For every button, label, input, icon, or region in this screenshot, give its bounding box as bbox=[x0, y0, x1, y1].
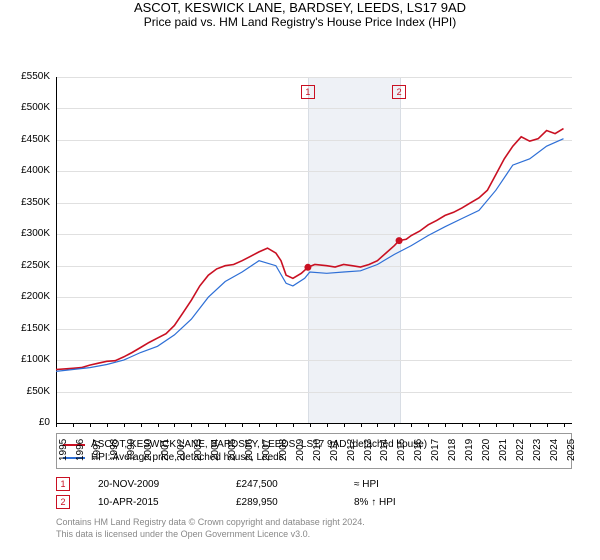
x-axis-label: 2018 bbox=[447, 431, 458, 461]
sale-marker-dot bbox=[396, 237, 403, 244]
x-axis-label: 2006 bbox=[244, 431, 255, 461]
disclaimer: Contains HM Land Registry data © Crown c… bbox=[56, 517, 572, 540]
x-axis-label: 2005 bbox=[227, 431, 238, 461]
x-axis-label: 2022 bbox=[515, 431, 526, 461]
disclaimer-line: This data is licensed under the Open Gov… bbox=[56, 529, 572, 541]
x-axis-label: 2008 bbox=[278, 431, 289, 461]
x-axis-label: 2016 bbox=[413, 431, 424, 461]
x-axis-label: 2000 bbox=[143, 431, 154, 461]
sale-marker-box: 2 bbox=[392, 85, 406, 99]
x-axis-label: 2025 bbox=[566, 431, 577, 461]
x-axis-label: 2001 bbox=[160, 431, 171, 461]
sales-row-marker: 2 bbox=[56, 495, 70, 509]
sales-row: 1 20-NOV-2009 £247,500 ≈ HPI bbox=[56, 475, 572, 493]
x-axis-label: 2020 bbox=[481, 431, 492, 461]
sales-row-date: 10-APR-2015 bbox=[98, 497, 208, 508]
x-axis-label: 2024 bbox=[549, 431, 560, 461]
series-ascot bbox=[56, 129, 564, 370]
x-axis-label: 1998 bbox=[109, 431, 120, 461]
chart-area: £0£50K£100K£150K£200K£250K£300K£350K£400… bbox=[0, 29, 600, 429]
sale-marker-box: 1 bbox=[301, 85, 315, 99]
x-axis-label: 2015 bbox=[396, 431, 407, 461]
sales-row: 2 10-APR-2015 £289,950 8% ↑ HPI bbox=[56, 493, 572, 511]
x-axis-label: 1997 bbox=[92, 431, 103, 461]
x-axis-label: 1999 bbox=[126, 431, 137, 461]
series-hpi bbox=[56, 139, 564, 372]
sales-row-date: 20-NOV-2009 bbox=[98, 479, 208, 490]
x-axis-label: 1996 bbox=[75, 431, 86, 461]
sales-table: 1 20-NOV-2009 £247,500 ≈ HPI 2 10-APR-2015 £28… bbox=[56, 475, 572, 511]
x-axis-label: 2019 bbox=[464, 431, 475, 461]
sales-row-price: £289,950 bbox=[236, 497, 326, 508]
x-axis-label: 2012 bbox=[346, 431, 357, 461]
x-axis-label: 2021 bbox=[498, 431, 509, 461]
x-axis-label: 2013 bbox=[363, 431, 374, 461]
x-axis-label: 2003 bbox=[193, 431, 204, 461]
x-axis-label: 1995 bbox=[58, 431, 69, 461]
disclaimer-line: Contains HM Land Registry data © Crown c… bbox=[56, 517, 572, 529]
sales-row-delta: ≈ HPI bbox=[354, 479, 379, 490]
legend-label: ASCOT, KESWICK LANE, BARDSEY, LEEDS, LS1… bbox=[91, 439, 427, 450]
sales-row-delta: 8% ↑ HPI bbox=[354, 497, 396, 508]
sales-row-price: £247,500 bbox=[236, 479, 326, 490]
sale-marker-dot bbox=[304, 264, 311, 271]
chart-subtitle: Price paid vs. HM Land Registry's House … bbox=[0, 15, 600, 29]
x-axis-label: 2017 bbox=[430, 431, 441, 461]
sales-row-marker: 1 bbox=[56, 477, 70, 491]
x-axis-label: 2010 bbox=[312, 431, 323, 461]
x-axis-label: 2004 bbox=[210, 431, 221, 461]
x-axis-label: 2009 bbox=[295, 431, 306, 461]
chart-title: ASCOT, KESWICK LANE, BARDSEY, LEEDS, LS1… bbox=[0, 0, 600, 15]
x-axis-label: 2023 bbox=[532, 431, 543, 461]
x-axis-label: 2002 bbox=[176, 431, 187, 461]
x-axis-label: 2014 bbox=[379, 431, 390, 461]
x-axis-label: 2011 bbox=[329, 431, 340, 461]
x-axis-label: 2007 bbox=[261, 431, 272, 461]
